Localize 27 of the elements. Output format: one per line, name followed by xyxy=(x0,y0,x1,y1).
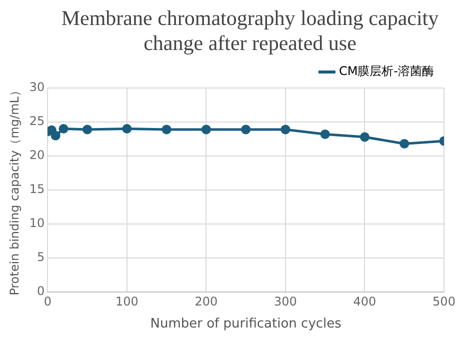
y-tick-label: 10 xyxy=(29,216,45,230)
y-tick-label: 5 xyxy=(37,250,45,264)
y-tick-label: 30 xyxy=(29,80,45,94)
point xyxy=(162,124,172,134)
x-tick-label: 200 xyxy=(194,294,218,308)
y-tick-label: 0 xyxy=(37,284,45,298)
x-tick-label: 100 xyxy=(115,294,138,308)
point xyxy=(320,129,330,139)
point xyxy=(201,124,211,134)
point xyxy=(241,124,251,134)
point xyxy=(50,130,60,140)
x-tick-label: 500 xyxy=(432,294,456,308)
point xyxy=(122,124,132,134)
y-axis-title: Protein binding capacity（mg/mL） xyxy=(7,84,22,296)
y-tick-label: 15 xyxy=(29,182,45,196)
x-tick-label: 300 xyxy=(274,294,297,308)
point xyxy=(82,124,92,134)
point xyxy=(360,132,370,142)
x-tick-label: 400 xyxy=(353,294,376,308)
x-axis-title: Number of purification cycles xyxy=(150,316,342,332)
point xyxy=(58,124,68,134)
chart-title: Membrane chromatography loading capacity change after repeated use xyxy=(60,6,440,56)
point xyxy=(280,124,290,134)
y-tick-label: 20 xyxy=(29,148,45,162)
point xyxy=(400,139,410,149)
legend-label: CM膜层析-溶菌酶 xyxy=(338,64,434,78)
y-tick-label: 25 xyxy=(29,114,45,128)
